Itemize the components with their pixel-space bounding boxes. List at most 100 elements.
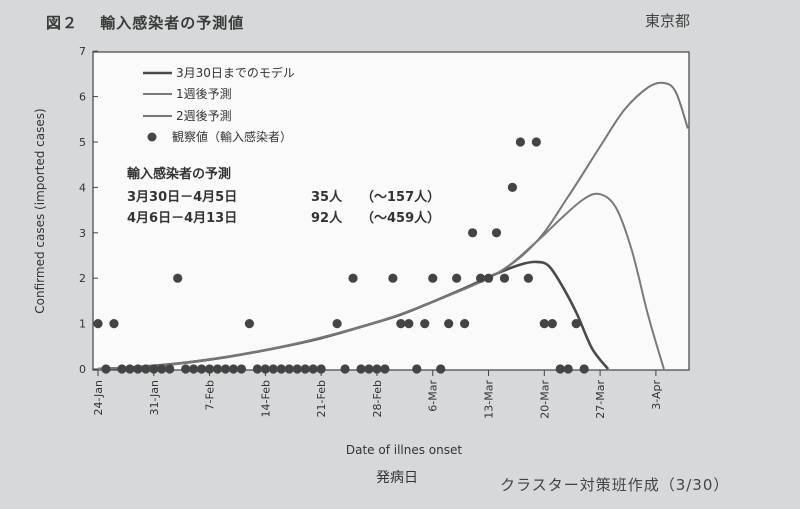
x-tick-label: 24-Jan: [92, 380, 105, 416]
observed-point: [467, 228, 478, 238]
observed-point: [204, 364, 215, 374]
observed-point: [300, 364, 310, 374]
legend-swatch-observed: [147, 132, 157, 142]
observed-point: [165, 364, 175, 374]
y-tick-label: 3: [79, 227, 86, 240]
observed-point: [420, 319, 430, 329]
observed-point: [332, 319, 342, 329]
annotation-range-1: （～157人）: [361, 189, 440, 205]
observed-point: [483, 273, 494, 283]
observed-point: [220, 364, 231, 374]
observed-point: [244, 319, 255, 329]
observed-point: [531, 137, 541, 147]
observed-point: [125, 364, 135, 374]
observed-point: [515, 137, 526, 147]
observed-point: [93, 319, 103, 329]
observed-point: [149, 364, 159, 374]
observed-point: [579, 364, 589, 374]
y-tick-label: 7: [79, 45, 86, 58]
observed-point: [499, 273, 510, 283]
observed-point: [117, 364, 127, 374]
observed-point: [157, 364, 167, 374]
x-axis-label: Date of illnes onset: [346, 443, 463, 457]
observed-point: [563, 364, 573, 374]
observed-point: [436, 364, 446, 374]
observed-point: [292, 364, 302, 374]
observed-point: [141, 364, 151, 374]
y-tick-label: 0: [79, 363, 86, 376]
credit-label: クラスター対策班作成（3/30）: [500, 476, 730, 494]
y-tick-label: 6: [79, 91, 86, 104]
observed-point: [372, 364, 382, 374]
observed-point: [252, 364, 262, 374]
observed-point: [388, 273, 398, 283]
observed-point: [260, 364, 270, 374]
x-tick-label: 14-Feb: [259, 380, 272, 417]
lines-layer: [97, 81, 689, 371]
observed-point: [197, 364, 207, 374]
observed-point: [348, 273, 358, 283]
observed-point: [475, 273, 486, 283]
observed-point: [452, 273, 462, 283]
annotation-period-1: 3月30日－4月5日: [127, 190, 237, 205]
points-layer: [93, 137, 589, 374]
annotation-value-2: 92人: [311, 210, 343, 226]
observed-point: [101, 364, 111, 374]
x-tick-label: 6-Mar: [427, 380, 440, 412]
organization-label: 東京都: [645, 12, 691, 30]
observed-point: [555, 364, 565, 374]
observed-point: [539, 319, 549, 329]
observed-point: [133, 364, 143, 374]
observed-point: [460, 319, 470, 329]
legend-label-2week: 2週後予測: [176, 109, 232, 123]
annotation-range-2: （～459人）: [361, 210, 440, 226]
legend-label-observed: 観察値（輸入感染者）: [172, 129, 292, 144]
forecast-annotation: 輸入感染者の予測 3月30日－4月5日 35人 （～157人） 4月6日－4月1…: [127, 166, 440, 226]
observed-point: [284, 364, 294, 374]
observed-point: [308, 364, 318, 374]
observed-point: [173, 273, 183, 283]
y-tick-label: 2: [79, 272, 86, 285]
observed-point: [189, 364, 199, 374]
observed-point: [109, 319, 119, 329]
observed-point: [276, 364, 286, 374]
observed-point: [507, 182, 518, 192]
legend: 3月30日までのモデル 1週後予測 2週後予測 観察値（輸入感染者）: [143, 65, 295, 144]
x-axis-label-jp: 発病日: [376, 470, 418, 486]
x-tick-label: 13-Mar: [483, 380, 496, 419]
legend-label-1week: 1週後予測: [176, 87, 232, 101]
observed-point: [428, 273, 438, 283]
legend-label-model: 3月30日までのモデル: [176, 65, 295, 80]
x-tick-label: 27-Mar: [594, 380, 607, 419]
x-tick-label: 7-Feb: [204, 380, 217, 410]
observed-point: [571, 319, 581, 329]
observed-point: [404, 319, 414, 329]
y-axis-label: Confirmed cases (imported cases): [33, 108, 47, 313]
observed-point: [491, 228, 502, 238]
figure-title: 図２ 輸入感染者の予測値: [46, 14, 245, 32]
annotation-period-2: 4月6日－4月13日: [127, 211, 237, 226]
observed-point: [412, 364, 422, 374]
y-tick-label: 5: [79, 136, 86, 149]
x-tick-label: 20-Mar: [538, 380, 551, 419]
observed-point: [380, 364, 390, 374]
x-tick-label: 21-Feb: [315, 380, 328, 417]
observed-point: [228, 364, 239, 374]
observed-point: [340, 364, 350, 374]
observed-point: [316, 364, 326, 374]
observed-point: [181, 364, 191, 374]
x-tick-label: 3-Apr: [650, 380, 663, 410]
observed-point: [444, 319, 454, 329]
observed-point: [268, 364, 278, 374]
annotation-value-1: 35人: [311, 189, 343, 205]
x-tick-label: 28-Feb: [371, 380, 384, 417]
y-tick-label: 4: [79, 181, 86, 194]
annotation-title: 輸入感染者の予測: [127, 166, 231, 182]
series-line-3: [97, 81, 689, 370]
observed-point: [236, 364, 247, 374]
x-tick-label: 31-Jan: [148, 380, 161, 416]
observed-point: [364, 364, 374, 374]
observed-point: [547, 319, 557, 329]
observed-point: [212, 364, 223, 374]
